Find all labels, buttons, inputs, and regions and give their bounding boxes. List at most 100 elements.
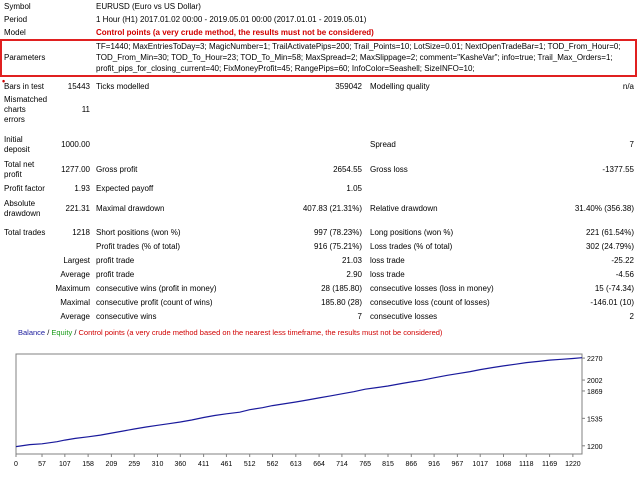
netprofit-label: Total net [4, 160, 35, 169]
average-loss-label: loss trade [370, 270, 405, 279]
absdd-value: 221.31 [65, 204, 90, 213]
x-tick-label: 613 [290, 461, 302, 468]
deposit-label: Initial [4, 135, 23, 144]
max-wins-label: consecutive wins (profit in money) [96, 284, 217, 293]
maximal-loss-value: -146.01 (10) [590, 298, 634, 307]
largest-loss-value: -25.22 [611, 256, 634, 265]
max-wins-value: 28 (185.80) [321, 284, 362, 293]
pf-label: Profit factor [4, 184, 45, 193]
avg-losses-value: 2 [629, 312, 634, 321]
parameters-line: TOD_From_Min=30; TOD_To_Hour=23; TOD_To_… [96, 53, 613, 62]
quality-value: n/a [622, 82, 634, 91]
avg-losses-label: consecutive losses [370, 312, 438, 321]
plot-frame [15, 353, 583, 455]
warning-mark: • [2, 76, 6, 86]
y-tick-label: 1200 [587, 444, 603, 451]
x-tick-label: 1068 [496, 461, 512, 468]
deposit-value: 1000.00 [61, 140, 90, 149]
x-tick-label: 0 [14, 461, 18, 468]
loss-trades-label: Loss trades (% of total) [370, 242, 453, 251]
model-value: Control points (a very crude method, the… [96, 28, 374, 37]
x-tick-label: 916 [428, 461, 440, 468]
mismatch-label: charts [4, 105, 26, 114]
max-losses-label: consecutive losses (loss in money) [370, 284, 494, 293]
loss-trades-value: 302 (24.79%) [585, 242, 634, 251]
grossloss-value: -1377.55 [602, 165, 634, 174]
x-tick-label: 967 [452, 461, 464, 468]
ticks-label: Ticks modelled [96, 82, 150, 91]
model-label: Model [4, 28, 26, 37]
reldd-value: 31.40% (356.38) [574, 204, 634, 213]
average-loss-value: -4.56 [615, 270, 634, 279]
balance-chart: 0 57 107 158 209 259 310 360 411 461 512 562 613 664 7… [14, 352, 606, 472]
payoff-value: 1.05 [346, 184, 362, 193]
parameters-line: TF=1440; MaxEntriesToDay=3; MagicNumber=… [96, 42, 621, 51]
netprofit-value: 1277.00 [61, 165, 90, 174]
x-tick-label: 57 [38, 461, 46, 468]
short-value: 997 (78.23%) [313, 228, 362, 237]
trades-label: Total trades [4, 228, 46, 237]
x-tick-label: 815 [382, 461, 394, 468]
short-label: Short positions (won %) [96, 228, 181, 237]
netprofit-label: profit [4, 170, 22, 179]
maximal-loss-label: consecutive loss (count of losses) [370, 298, 490, 307]
pf-value: 1.93 [74, 184, 90, 193]
legend-equity: Equity [51, 328, 73, 337]
x-tick-label: 765 [359, 461, 371, 468]
x-tick-label: 512 [244, 461, 256, 468]
symbol-label: Symbol [4, 2, 31, 11]
avg-wins-label: consecutive wins [96, 312, 157, 321]
parameters-box [0, 39, 637, 77]
x-tick-label: 259 [128, 461, 140, 468]
symbol-value: EURUSD (Euro vs US Dollar) [96, 2, 201, 11]
y-tick-label: 2002 [587, 378, 603, 385]
max-losses-value: 15 (-74.34) [594, 284, 634, 293]
largest-profit-label: profit trade [96, 256, 135, 265]
x-tick-label: 714 [336, 461, 348, 468]
avg-cons-label: Average [60, 312, 90, 321]
largest-profit-value: 21.03 [341, 256, 362, 265]
long-label: Long positions (won %) [370, 228, 454, 237]
quality-label: Modelling quality [370, 82, 430, 91]
period-label: Period [4, 15, 28, 24]
legend-balance: Balance [18, 328, 46, 337]
maxdd-label: Maximal drawdown [96, 204, 165, 213]
y-tick-label: 1535 [587, 416, 603, 423]
payoff-label: Expected payoff [96, 184, 154, 193]
chart-legend: Balance / Equity / Control points (a ver… [18, 328, 442, 338]
ticks-value: 359042 [335, 82, 362, 91]
x-tick-label: 1220 [565, 461, 581, 468]
x-tick-label: 107 [59, 461, 71, 468]
x-tick-label: 158 [82, 461, 94, 468]
mismatch-label: errors [4, 115, 25, 124]
chart-svg: 0 57 107 158 209 259 310 360 411 461 512 562 613 664 7… [14, 353, 603, 468]
legend-note: Control points (a very crude method base… [78, 328, 443, 337]
period-value: 1 Hour (H1) 2017.01.02 00:00 - 2019.05.0… [96, 15, 367, 24]
parameters-label: Parameters [4, 53, 46, 62]
spread-label: Spread [370, 140, 396, 149]
absdd-label: Absolute [4, 199, 36, 208]
average-profit-label: profit trade [96, 270, 135, 279]
trades-value: 1218 [72, 228, 90, 237]
legend-separator: / [72, 328, 79, 337]
average-label: Average [60, 270, 90, 279]
avg-wins-value: 7 [357, 312, 362, 321]
absdd-label: drawdown [4, 209, 41, 218]
largest-label: Largest [63, 256, 90, 265]
spread-value: 7 [629, 140, 634, 149]
long-value: 221 (61.54%) [585, 228, 634, 237]
largest-loss-label: loss trade [370, 256, 405, 265]
profit-trades-value: 916 (75.21%) [313, 242, 362, 251]
grossprofit-value: 2654.55 [333, 165, 362, 174]
maxdd-value: 407.83 (21.31%) [302, 204, 362, 213]
deposit-label: deposit [4, 145, 30, 154]
x-tick-label: 310 [152, 461, 164, 468]
bars-label: Bars in test [4, 82, 45, 91]
bars-value: 15443 [67, 82, 90, 91]
grossloss-label: Gross loss [370, 165, 408, 174]
x-tick-label: 411 [198, 461, 209, 468]
x-tick-label: 1169 [542, 461, 557, 468]
maximal-profit-label: consecutive profit (count of wins) [96, 298, 213, 307]
grossprofit-label: Gross profit [96, 165, 138, 174]
parameters-line: profit_pips_for_closing_current=40; FixM… [96, 64, 475, 73]
